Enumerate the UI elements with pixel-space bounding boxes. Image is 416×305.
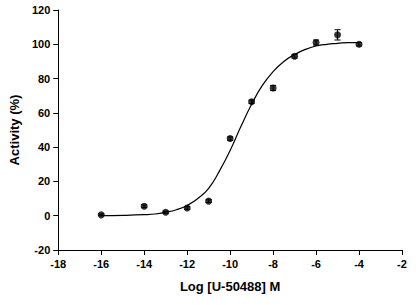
svg-text:-4: -4: [354, 258, 365, 270]
svg-text:0: 0: [44, 210, 50, 222]
svg-text:-10: -10: [222, 258, 238, 270]
svg-text:-2: -2: [397, 258, 407, 270]
svg-text:40: 40: [38, 141, 50, 153]
svg-text:20: 20: [38, 175, 50, 187]
svg-text:Log [U-50488] M: Log [U-50488] M: [180, 279, 280, 294]
svg-text:-14: -14: [136, 258, 153, 270]
svg-text:-16: -16: [93, 258, 109, 270]
svg-text:-20: -20: [34, 244, 50, 256]
svg-text:-6: -6: [311, 258, 321, 270]
svg-text:-18: -18: [50, 258, 66, 270]
svg-text:100: 100: [32, 38, 50, 50]
svg-text:80: 80: [38, 73, 50, 85]
svg-text:-12: -12: [179, 258, 195, 270]
svg-text:60: 60: [38, 107, 50, 119]
svg-text:120: 120: [32, 4, 50, 16]
svg-text:Activity (%): Activity (%): [7, 95, 22, 166]
svg-text:-8: -8: [268, 258, 278, 270]
